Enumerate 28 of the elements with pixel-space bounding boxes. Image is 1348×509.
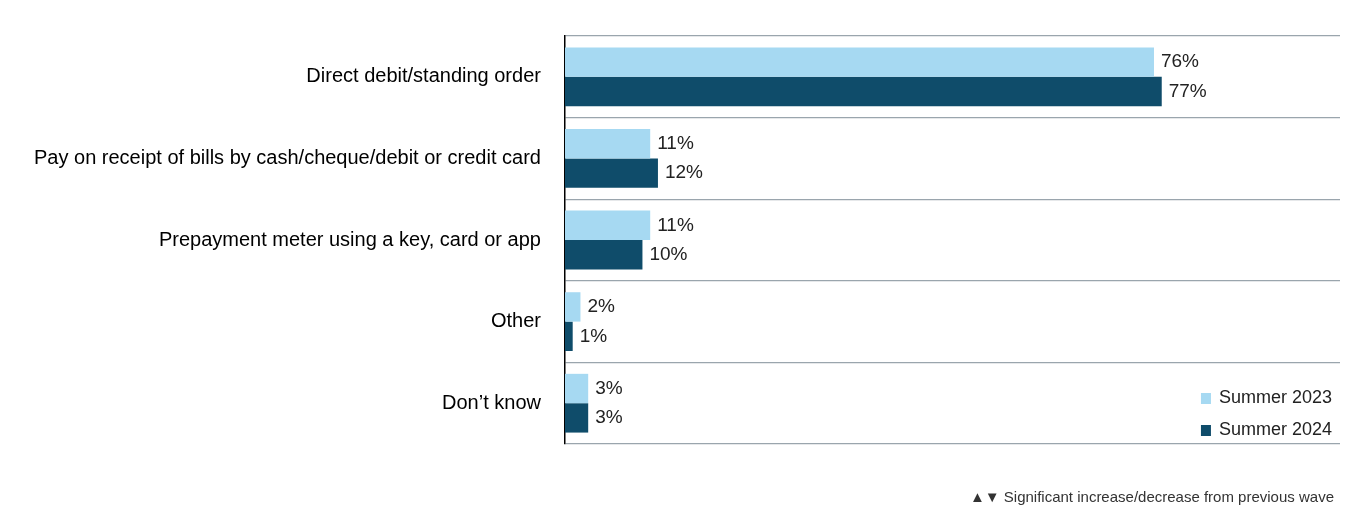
bar (564, 292, 581, 322)
bar (564, 129, 651, 159)
bar (564, 76, 1162, 107)
data-label: 10% (649, 242, 688, 264)
bar (564, 210, 651, 240)
bar (564, 321, 573, 351)
data-label: 77% (1168, 79, 1207, 101)
bar (564, 47, 1154, 77)
y-tick-label: Other (490, 309, 542, 332)
bar (564, 158, 658, 188)
data-label: 11% (657, 213, 694, 235)
bar (564, 373, 589, 404)
data-label: 76% (1160, 50, 1200, 72)
y-tick-label: Pay on receipt of bills by cash/cheque/debit or credit card (33, 145, 541, 168)
data-label: 2% (587, 295, 616, 317)
legend-label: Summer 2024 (1218, 418, 1333, 439)
y-tick-label: Don’t know (442, 390, 542, 413)
data-label: 1% (579, 324, 608, 346)
data-label: 12% (664, 161, 704, 183)
y-tick-label: Prepayment meter using a key, card or app (158, 227, 541, 250)
bar (564, 403, 589, 433)
data-label: 3% (595, 406, 623, 428)
bar (564, 240, 643, 270)
text: ▲▼ Significant increase/decrease from previous wave (969, 488, 1334, 505)
data-label: 11% (657, 131, 694, 153)
data-label: 3% (595, 376, 623, 398)
y-tick-label: Direct debit/standing order (306, 64, 542, 87)
legend-label: Summer 2023 (1218, 386, 1333, 407)
